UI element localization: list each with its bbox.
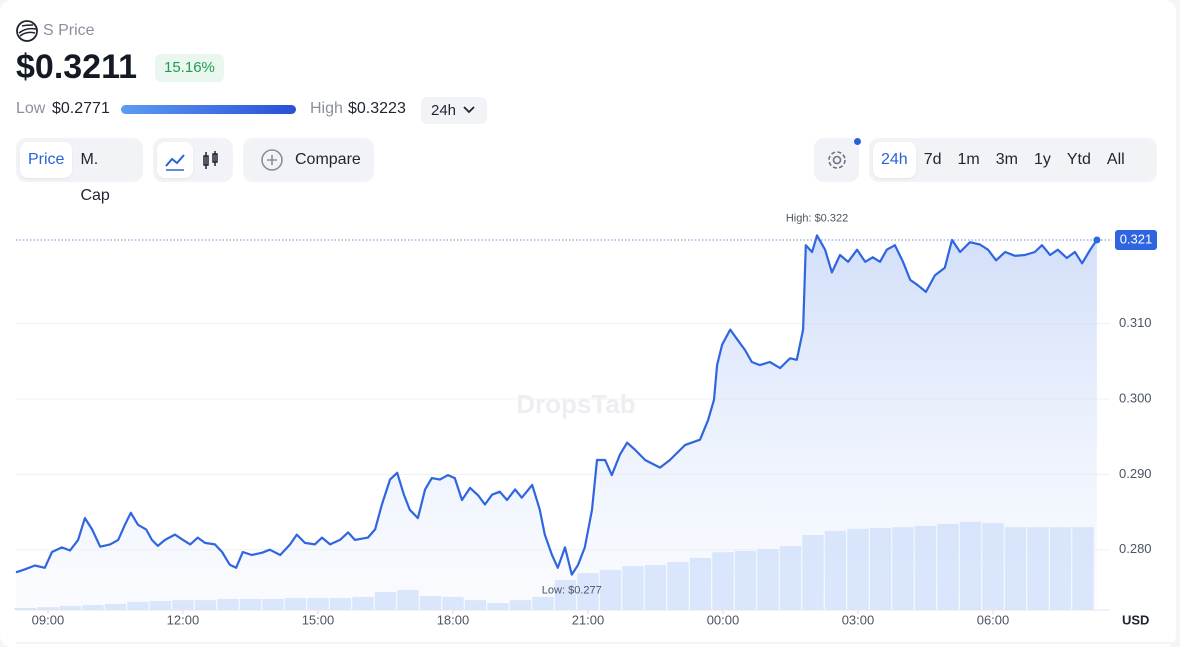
settings-button[interactable] xyxy=(814,138,859,182)
settings-dot xyxy=(854,138,861,145)
x-tick-label: 09:00 xyxy=(32,612,65,627)
x-tick-label: 12:00 xyxy=(167,612,200,627)
x-tick-label: 21:00 xyxy=(572,612,605,627)
range-1m[interactable]: 1m xyxy=(957,151,980,168)
chevron xyxy=(463,106,475,114)
price-line xyxy=(15,234,1098,576)
y-tick-label: 0.300 xyxy=(1119,390,1152,405)
high-value: $0.3223 xyxy=(348,100,406,117)
gear-icon xyxy=(827,151,846,169)
line-style[interactable] xyxy=(157,142,193,178)
compare-button[interactable]: Compare xyxy=(243,138,374,182)
y-tick-label: 0.280 xyxy=(1119,541,1152,556)
range-3m[interactable]: 3m xyxy=(995,151,1018,168)
range-toggle: 24h 7d 1m 3m 1y Ytd All xyxy=(869,138,1157,182)
price: $0.3211 xyxy=(16,48,138,86)
range-ytd[interactable]: Ytd xyxy=(1066,151,1091,168)
price-area xyxy=(16,235,1097,610)
plus-icon xyxy=(261,149,283,171)
candle-style[interactable] xyxy=(193,142,229,178)
low-value: $0.2771 xyxy=(52,100,110,117)
x-tick-label: 06:00 xyxy=(977,612,1010,627)
compare-text: Compare xyxy=(295,151,361,168)
y-unit: USD xyxy=(1122,612,1149,627)
period-select[interactable]: 24h xyxy=(421,97,487,124)
watermark: DropsTab xyxy=(516,389,635,419)
low-annotation: Low: $0.277 xyxy=(542,584,602,596)
period-text: 24h xyxy=(431,102,457,119)
x-tick-label: 03:00 xyxy=(842,612,875,627)
candle-icon xyxy=(203,151,218,169)
range-24h[interactable]: 24h xyxy=(873,142,916,178)
x-tick-label: 00:00 xyxy=(707,612,740,627)
current-label: 0.321 xyxy=(1120,231,1153,246)
range-1y[interactable]: 1y xyxy=(1033,151,1051,168)
chart-style-toggle xyxy=(153,138,233,182)
view-price[interactable]: Price xyxy=(20,142,73,178)
x-tick-label: 15:00 xyxy=(302,612,335,627)
y-tick-label: 0.290 xyxy=(1119,466,1152,481)
x-tick-label: 18:00 xyxy=(437,612,470,627)
high-annotation: High: $0.322 xyxy=(786,212,848,224)
line-icon xyxy=(165,154,185,171)
coin-icon xyxy=(16,20,38,42)
current-point xyxy=(1093,236,1101,244)
low-label: Low xyxy=(16,100,46,117)
high-label: High xyxy=(310,100,343,117)
current-label-box xyxy=(1115,229,1157,250)
coin-name: S Price xyxy=(43,22,95,39)
view-mcap[interactable]: M. Cap xyxy=(80,151,110,204)
view-toggle: Price M. Cap xyxy=(16,138,143,204)
y-tick-label: 0.310 xyxy=(1119,315,1152,330)
range-all[interactable]: All xyxy=(1106,151,1125,168)
range-7d[interactable]: 7d xyxy=(923,151,942,168)
change-badge: 15.16% xyxy=(155,54,224,82)
range-bar xyxy=(121,105,296,114)
